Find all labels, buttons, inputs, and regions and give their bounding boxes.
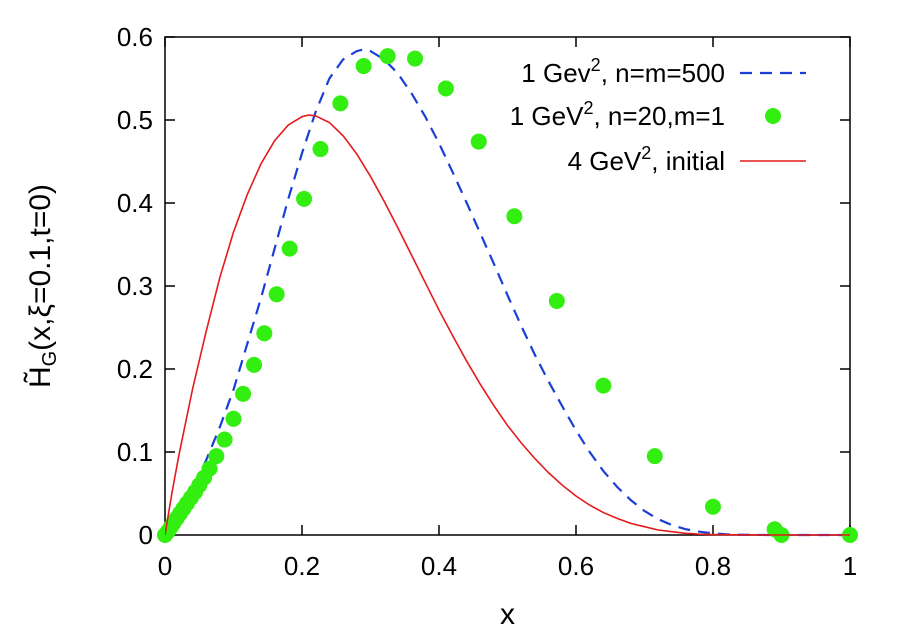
data-point xyxy=(407,50,424,67)
svg-text:H̃G(x,ξ=0.1,t=0): H̃G(x,ξ=0.1,t=0) xyxy=(24,184,61,388)
y-tick-label: 0.6 xyxy=(117,22,153,52)
x-tick-label: 0.6 xyxy=(558,551,594,581)
series-line-solid xyxy=(165,114,850,536)
data-point xyxy=(379,48,396,65)
y-axis-title-sub: G xyxy=(39,351,61,367)
data-point xyxy=(595,377,612,394)
data-point xyxy=(705,498,721,515)
y-tick-label: 0.4 xyxy=(117,188,153,218)
legend-label: 1 Gev2, n=m=500 xyxy=(521,55,725,88)
data-point xyxy=(296,190,313,207)
plot-frame xyxy=(164,36,851,536)
y-axis-title-main: H̃ xyxy=(24,366,57,388)
data-point xyxy=(312,141,329,158)
data-point xyxy=(437,80,454,97)
data-point xyxy=(235,385,252,402)
y-axis-title: H̃G(x,ξ=0.1,t=0) xyxy=(24,184,61,388)
data-point xyxy=(208,448,225,465)
y-tick-label: 0.1 xyxy=(117,437,153,467)
data-point xyxy=(281,240,298,257)
data-point xyxy=(506,208,523,225)
data-point xyxy=(201,460,218,477)
data-point xyxy=(216,431,233,448)
y-tick-label: 0 xyxy=(139,520,153,550)
y-axis-title-rest: (x,ξ=0.1,t=0) xyxy=(24,184,57,351)
x-tick-label: 0.2 xyxy=(284,551,320,581)
y-tick-label: 0.3 xyxy=(117,271,153,301)
legend-marker xyxy=(765,108,781,124)
x-tick-label: 1 xyxy=(843,551,857,581)
data-point xyxy=(268,286,285,303)
x-tick-label: 0.8 xyxy=(695,551,731,581)
x-axis-title: x xyxy=(500,598,515,631)
data-point xyxy=(256,325,273,342)
data-point xyxy=(225,410,242,427)
data-point xyxy=(355,58,372,75)
series-line-dashed xyxy=(165,48,850,537)
x-tick-label: 0.4 xyxy=(421,551,457,581)
data-point xyxy=(246,356,263,373)
legend-label: 4 GeV2, initial xyxy=(568,143,725,176)
data-point xyxy=(548,292,565,309)
series-markers xyxy=(157,48,858,543)
y-tick-label: 0.5 xyxy=(117,105,153,135)
x-tick-label: 0 xyxy=(158,551,172,581)
data-point xyxy=(470,133,487,150)
legend-label: 1 GeV2, n=20,m=1 xyxy=(510,98,725,131)
data-point xyxy=(332,95,349,112)
data-point xyxy=(646,448,663,465)
y-tick-label: 0.2 xyxy=(117,354,153,384)
